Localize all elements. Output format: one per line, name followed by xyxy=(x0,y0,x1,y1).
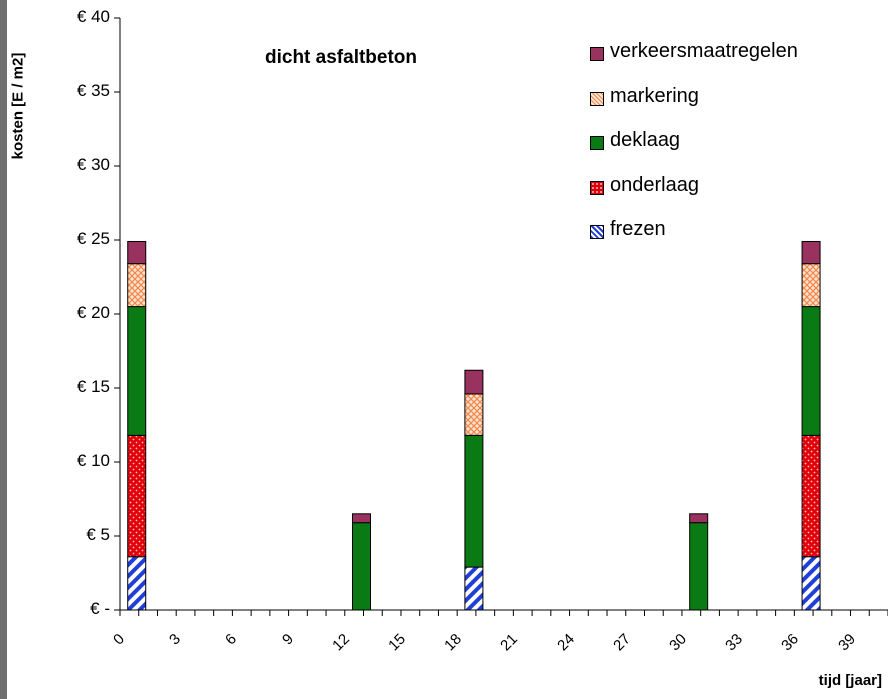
y-axis-label: kosten [E / m2] xyxy=(9,52,27,160)
bar-segment-verkeersmaatregelen xyxy=(689,513,709,524)
legend-swatch xyxy=(590,225,604,239)
bar-segment-deklaag xyxy=(127,306,147,436)
bar-segment-verkeersmaatregelen xyxy=(352,513,372,524)
y-tick-label: € 10 xyxy=(76,451,110,470)
legend-label: frezen xyxy=(610,218,666,240)
bar-segment-markering xyxy=(127,263,147,308)
bar-segment-onderlaag xyxy=(127,434,147,558)
bar-segment-deklaag xyxy=(352,522,372,611)
x-axis-label: tijd [jaar] xyxy=(818,672,882,689)
y-tick-label: € - xyxy=(90,599,110,618)
y-tick-label: € 25 xyxy=(76,229,110,248)
window-border xyxy=(0,0,7,699)
bar-segment-onderlaag xyxy=(801,434,821,558)
legend-item: frezen xyxy=(590,218,798,263)
legend-item: onderlaag xyxy=(590,174,798,219)
legend-label: deklaag xyxy=(610,129,681,151)
bar-segment-markering xyxy=(464,393,484,436)
legend-swatch xyxy=(590,180,604,195)
y-tick-label: € 30 xyxy=(76,155,110,174)
legend-swatch xyxy=(590,136,604,150)
bar-segment-verkeersmaatregelen xyxy=(801,240,821,265)
y-tick-label: € 5 xyxy=(86,525,110,544)
legend-item: verkeersmaatregelen xyxy=(590,40,798,85)
legend: verkeersmaatregelen markering deklaag onder… xyxy=(590,40,798,263)
axes xyxy=(114,17,888,616)
bars xyxy=(127,240,821,611)
legend-label: verkeersmaatregelen xyxy=(610,40,798,62)
bar-segment-frezen xyxy=(464,566,484,611)
bar-segment-deklaag xyxy=(464,434,484,568)
bar-segment-verkeersmaatregelen xyxy=(464,369,484,395)
bar-segment-frezen xyxy=(127,556,147,611)
legend-swatch xyxy=(590,47,604,61)
chart-title: dicht asfaltbeton xyxy=(265,47,418,68)
legend-swatch xyxy=(590,91,604,106)
legend-item: deklaag xyxy=(590,129,798,174)
bar-segment-frezen xyxy=(801,556,821,611)
y-tick-label: € 35 xyxy=(76,81,110,100)
bar-segment-markering xyxy=(801,263,821,308)
y-tick-label: € 15 xyxy=(76,377,110,396)
bar-segment-verkeersmaatregelen xyxy=(127,240,147,265)
y-tick-label: € 20 xyxy=(76,303,110,322)
bar-segment-deklaag xyxy=(801,306,821,436)
y-tick-label: € 40 xyxy=(76,7,110,26)
legend-label: onderlaag xyxy=(610,173,699,196)
bar-segment-deklaag xyxy=(689,522,709,611)
legend-item: markering xyxy=(590,85,798,130)
legend-label: markering xyxy=(610,84,699,107)
